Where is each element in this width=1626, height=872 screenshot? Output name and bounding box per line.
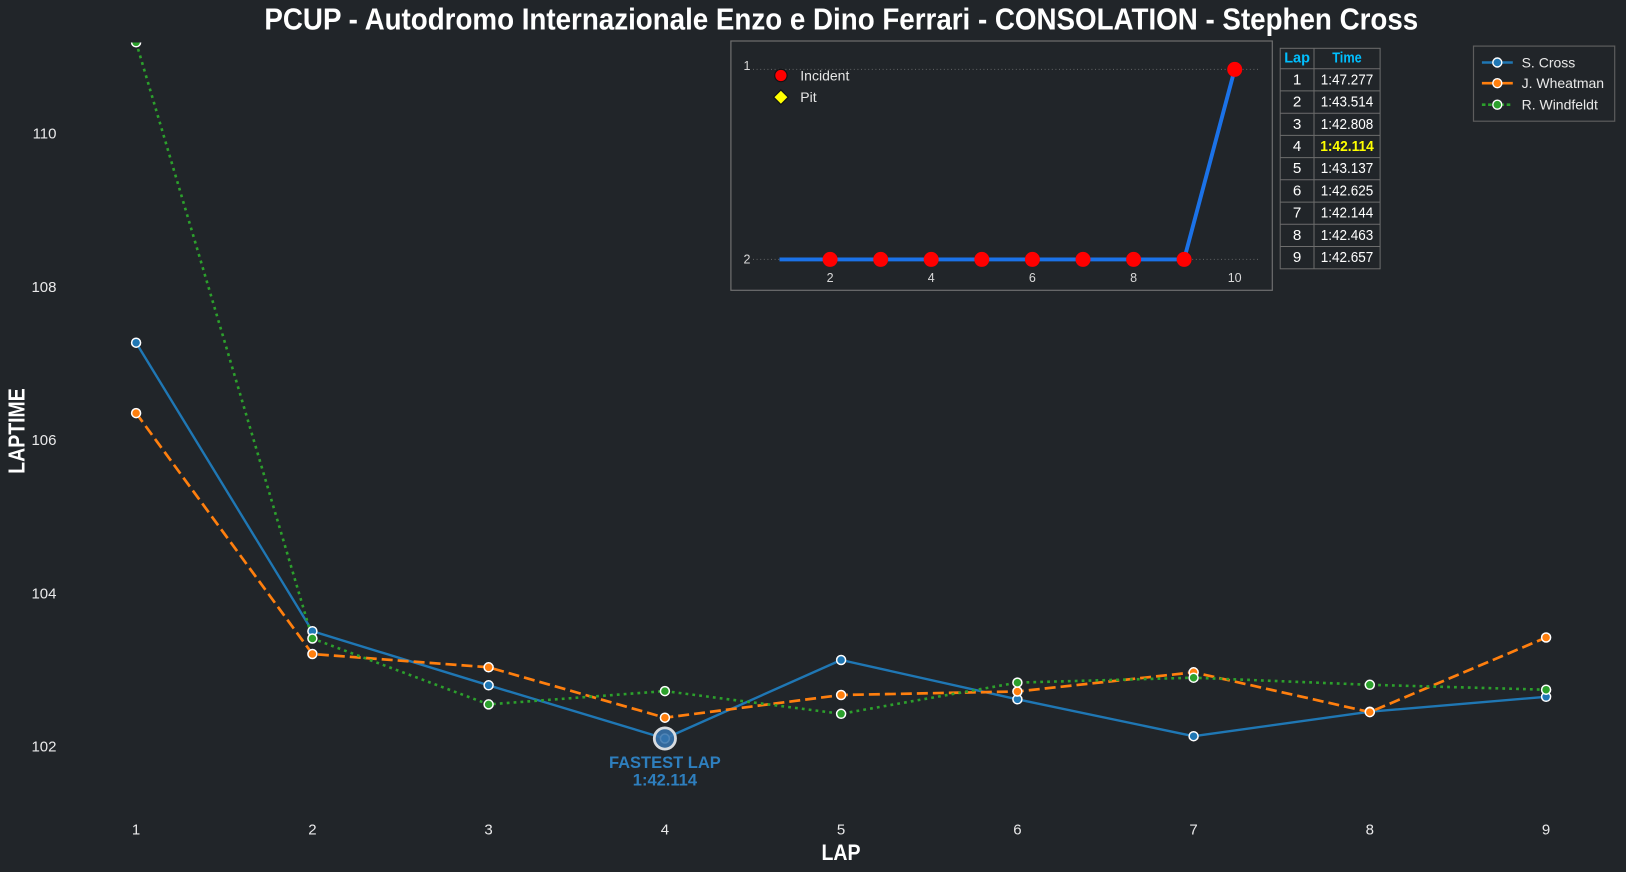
svg-text:5: 5 bbox=[1293, 160, 1301, 177]
svg-text:6: 6 bbox=[1293, 183, 1301, 200]
svg-text:8: 8 bbox=[1130, 271, 1137, 285]
svg-text:8: 8 bbox=[1366, 822, 1374, 839]
svg-text:6: 6 bbox=[1013, 822, 1021, 839]
svg-text:1: 1 bbox=[744, 59, 751, 73]
svg-text:1:43.514: 1:43.514 bbox=[1321, 94, 1374, 111]
svg-text:4: 4 bbox=[661, 822, 669, 839]
svg-text:4: 4 bbox=[1293, 138, 1301, 155]
svg-text:1:42.808: 1:42.808 bbox=[1321, 116, 1374, 133]
svg-text:6: 6 bbox=[1029, 271, 1036, 285]
svg-text:LAPTIME: LAPTIME bbox=[4, 388, 30, 474]
svg-text:104: 104 bbox=[31, 585, 56, 602]
svg-text:FASTEST LAP: FASTEST LAP bbox=[609, 754, 721, 772]
svg-text:1: 1 bbox=[132, 822, 140, 839]
svg-text:108: 108 bbox=[31, 279, 56, 296]
svg-text:106: 106 bbox=[31, 432, 56, 449]
svg-text:Lap: Lap bbox=[1284, 51, 1310, 67]
svg-text:10: 10 bbox=[1228, 271, 1242, 285]
svg-text:3: 3 bbox=[1293, 116, 1301, 133]
svg-text:7: 7 bbox=[1189, 822, 1197, 839]
svg-text:102: 102 bbox=[31, 739, 56, 756]
svg-text:Pit: Pit bbox=[800, 89, 816, 105]
svg-text:5: 5 bbox=[837, 822, 845, 839]
svg-text:Incident: Incident bbox=[800, 68, 849, 84]
svg-text:2: 2 bbox=[308, 822, 316, 839]
svg-text:1:42.114: 1:42.114 bbox=[1320, 138, 1374, 155]
svg-text:Time: Time bbox=[1332, 51, 1362, 67]
svg-text:1:42.144: 1:42.144 bbox=[1321, 205, 1374, 222]
svg-text:1:47.277: 1:47.277 bbox=[1321, 71, 1374, 88]
svg-text:S. Cross: S. Cross bbox=[1522, 55, 1576, 71]
svg-text:2: 2 bbox=[827, 271, 834, 285]
svg-text:8: 8 bbox=[1293, 227, 1301, 244]
svg-text:1:42.463: 1:42.463 bbox=[1321, 227, 1374, 244]
svg-text:PCUP - Autodromo Internazional: PCUP - Autodromo Internazionale Enzo e D… bbox=[264, 3, 1418, 37]
svg-text:2: 2 bbox=[1293, 94, 1301, 111]
svg-text:1:43.137: 1:43.137 bbox=[1321, 160, 1374, 177]
svg-text:2: 2 bbox=[744, 252, 751, 266]
svg-text:1:42.114: 1:42.114 bbox=[633, 772, 698, 790]
svg-text:3: 3 bbox=[484, 822, 492, 839]
svg-text:110: 110 bbox=[33, 126, 57, 143]
svg-text:9: 9 bbox=[1542, 822, 1550, 839]
svg-text:R. Windfeldt: R. Windfeldt bbox=[1522, 97, 1598, 113]
svg-text:9: 9 bbox=[1293, 249, 1301, 266]
svg-text:LAP: LAP bbox=[822, 840, 861, 865]
svg-text:1: 1 bbox=[1293, 71, 1301, 88]
svg-text:4: 4 bbox=[928, 271, 935, 285]
svg-text:7: 7 bbox=[1293, 205, 1301, 222]
svg-text:J. Wheatman: J. Wheatman bbox=[1522, 75, 1604, 91]
svg-text:1:42.625: 1:42.625 bbox=[1321, 183, 1374, 200]
svg-text:1:42.657: 1:42.657 bbox=[1321, 249, 1374, 266]
